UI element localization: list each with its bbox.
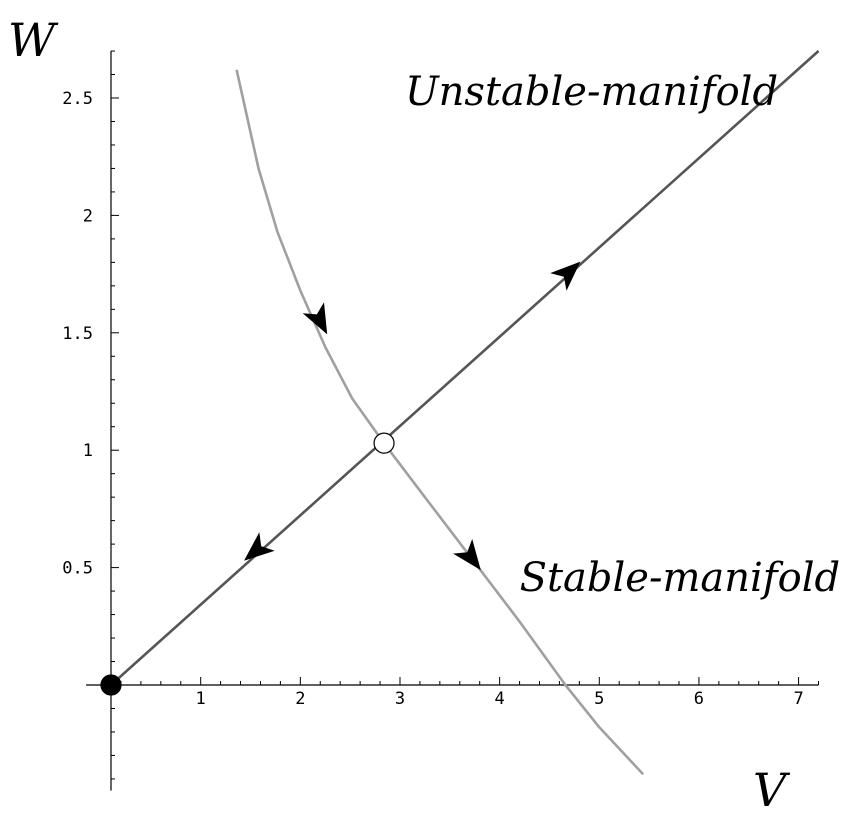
y-axis-title: W [8, 13, 59, 67]
annotation-stable-manifold: Stable-manifold [520, 555, 841, 601]
x-tick-label: 4 [495, 689, 505, 709]
y-tick-label: 2.5 [62, 89, 93, 109]
saddle-fixed-point [373, 432, 395, 454]
y-tick-label: 1 [83, 441, 93, 461]
x-tick-label: 1 [196, 689, 206, 709]
stable-arrow-lower [453, 539, 481, 571]
x-tick-label: 6 [694, 689, 704, 709]
ticks: 1 2 3 4 5 6 7 0.5 1 1.5 2 2.5 [62, 50, 820, 780]
stable-arrow-upper [302, 302, 328, 335]
x-tick-label: 7 [793, 689, 803, 709]
y-tick-label: 2 [83, 206, 93, 226]
annotation-unstable-manifold: Unstable-manifold [405, 69, 778, 115]
unstable-arrow-up [550, 261, 581, 291]
y-tick-label: 1.5 [62, 324, 93, 344]
x-tick-label: 3 [395, 689, 405, 709]
unstable-arrow-down [244, 532, 275, 561]
labels: W V Unstable-manifold Stable-manifold [8, 13, 840, 814]
stable-manifold-line [235, 69, 645, 776]
stable-fixed-point [100, 674, 122, 696]
curves [110, 50, 820, 776]
y-tick-label: 0.5 [62, 559, 93, 579]
fixed-points [100, 432, 395, 696]
arrows [244, 261, 581, 571]
x-tick-label: 2 [295, 689, 305, 709]
x-tick-label: 5 [594, 689, 604, 709]
axes [86, 51, 819, 791]
unstable-manifold-line [110, 50, 820, 686]
x-axis-title: V [753, 763, 791, 814]
